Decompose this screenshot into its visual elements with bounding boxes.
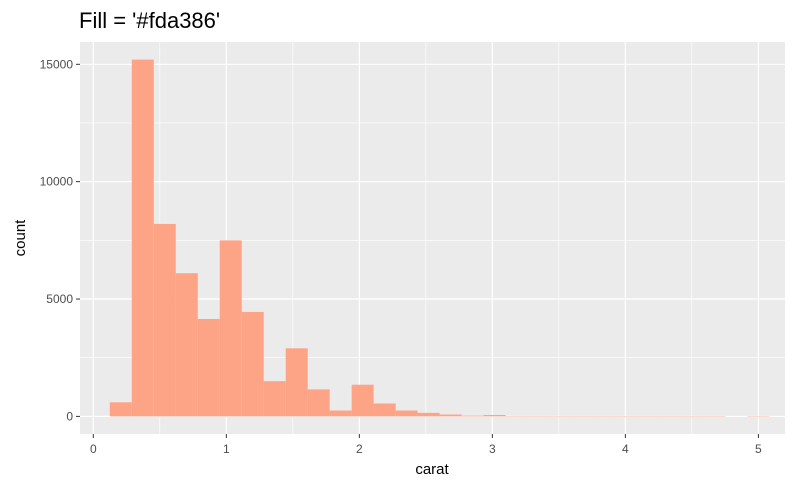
y-axis: 0 5000 10000 15000	[40, 57, 80, 423]
histogram-bar	[197, 318, 220, 417]
x-tick-label: 2	[356, 442, 363, 456]
histogram-bar	[153, 223, 176, 417]
y-tick-label: 5000	[46, 292, 73, 306]
histogram-bar	[285, 348, 308, 417]
histogram-bar	[219, 240, 242, 417]
histogram-bar	[109, 402, 132, 417]
histogram-bar	[439, 414, 462, 417]
x-tick-label: 4	[622, 442, 629, 456]
grid-minor	[80, 42, 785, 434]
histogram-bar	[175, 273, 198, 417]
histogram-bar	[307, 389, 330, 417]
histogram-bar	[329, 410, 352, 417]
bars	[109, 59, 770, 417]
y-tick-label: 15000	[40, 57, 74, 71]
histogram-bar	[483, 414, 506, 417]
y-tick-label: 0	[66, 409, 73, 423]
histogram-bar	[461, 415, 484, 417]
histogram-bar	[351, 384, 374, 417]
histogram-bar	[417, 412, 440, 417]
x-tick-label: 5	[755, 442, 762, 456]
histogram-bar	[373, 403, 396, 417]
x-tick-label: 1	[223, 442, 230, 456]
y-tick-label: 10000	[40, 175, 74, 189]
chart-title: Fill = '#fda386'	[79, 8, 220, 33]
histogram-bar	[263, 381, 286, 417]
histogram-bar	[131, 59, 154, 417]
x-tick-label: 0	[90, 442, 97, 456]
histogram-bar	[395, 410, 418, 417]
y-axis-title: count	[12, 219, 29, 257]
x-axis: 0 1 2 3 4 5	[90, 434, 762, 456]
x-tick-label: 3	[489, 442, 496, 456]
histogram-bar	[241, 311, 264, 417]
x-axis-title: carat	[415, 461, 449, 478]
